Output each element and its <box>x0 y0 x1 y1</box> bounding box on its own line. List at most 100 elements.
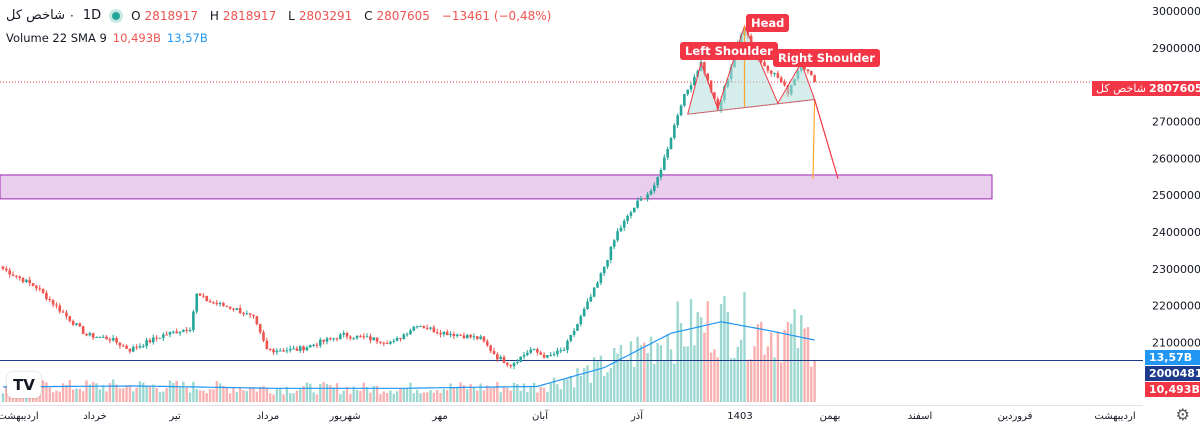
candle-body <box>449 333 452 336</box>
volume-bar <box>402 387 405 402</box>
volume-bar <box>228 393 232 402</box>
volume-bar <box>168 380 172 402</box>
candle-body <box>315 344 319 346</box>
volume-bar <box>172 383 175 402</box>
volume-bar <box>706 301 709 402</box>
volume-bar <box>683 346 686 402</box>
gear-icon[interactable]: ⚙ <box>1175 405 1190 424</box>
candle-body <box>455 334 459 337</box>
candle-body <box>28 279 32 284</box>
candle-body <box>576 324 579 331</box>
volume-bar <box>572 387 576 402</box>
volume-bar <box>208 389 212 402</box>
candle-body <box>1 266 5 269</box>
candle-body <box>268 349 272 351</box>
candle-body <box>288 348 292 351</box>
volume-bar <box>579 375 583 402</box>
candle-body <box>612 240 616 247</box>
volume-bar <box>415 389 419 402</box>
candle-body <box>653 185 656 191</box>
candle-body <box>61 311 65 313</box>
volume-bar <box>188 392 192 402</box>
volume-bar <box>446 390 449 402</box>
x-tick-label: 1403 <box>727 411 752 422</box>
candle-body <box>636 200 639 208</box>
x-tick-label: مهر <box>431 411 447 422</box>
volume-bar <box>138 381 142 402</box>
volume-bar <box>45 382 48 402</box>
candle-body <box>35 285 38 289</box>
candle-body <box>342 332 345 335</box>
volume-bar <box>466 389 469 402</box>
x-tick-label: تیر <box>168 411 181 422</box>
volume-bar <box>365 387 369 402</box>
timeframe-label[interactable]: 1D <box>82 8 102 23</box>
volume-bar <box>285 386 289 402</box>
candle-body <box>659 169 663 178</box>
candle-body <box>98 336 102 338</box>
candle-body <box>609 246 613 260</box>
volume-bar <box>118 388 122 402</box>
volume-bar <box>192 381 195 402</box>
candle-body <box>95 337 98 339</box>
symbol-name[interactable]: شاخص کل <box>6 8 65 23</box>
x-tick-label: اسفند <box>908 411 932 422</box>
candle-body <box>592 287 596 297</box>
candle-body <box>222 302 225 306</box>
volume-bar <box>419 393 422 402</box>
candle-body <box>225 305 229 307</box>
volume-bar <box>145 385 148 402</box>
volume-level-tag: 2000481 <box>1145 366 1200 381</box>
tradingview-logo-icon[interactable]: TV <box>7 372 41 398</box>
candle-body <box>452 333 456 337</box>
volume-bar <box>576 368 579 402</box>
volume-value: 10,493B <box>112 31 161 45</box>
volume-bar <box>295 390 299 402</box>
candle-body <box>185 329 188 331</box>
candle-body <box>783 82 786 86</box>
candle-body <box>165 334 168 336</box>
volume-bar <box>215 381 218 402</box>
volume-bar <box>436 389 439 402</box>
candle-body <box>809 71 813 76</box>
volume-bar <box>616 353 619 402</box>
candle-body <box>208 300 212 303</box>
candle-body <box>178 331 182 334</box>
volume-bar <box>405 387 409 402</box>
candle-body <box>278 350 282 352</box>
candle-body <box>422 325 426 328</box>
volume-bar <box>48 387 51 402</box>
volume-bar <box>238 387 242 402</box>
candle-body <box>462 335 466 339</box>
volume-bar <box>566 379 569 402</box>
volume-bar <box>309 383 312 402</box>
volume-bar <box>135 387 138 402</box>
candle-body <box>709 80 713 93</box>
candle-body <box>465 334 469 339</box>
candle-body <box>679 105 683 116</box>
candle-body <box>439 333 442 335</box>
candle-body <box>673 125 676 138</box>
volume-bar <box>342 390 345 402</box>
candle-body <box>51 300 55 305</box>
candle-body <box>125 345 128 349</box>
candle-body <box>332 338 335 340</box>
candle-body <box>442 331 446 335</box>
volume-sma-tag: 13,57B <box>1145 350 1200 365</box>
volume-bar <box>633 366 636 402</box>
candle-body <box>459 334 462 336</box>
volume-bar <box>519 390 522 402</box>
volume-bar <box>345 386 349 402</box>
volume-bar <box>536 392 539 402</box>
candle-body <box>382 342 386 344</box>
volume-bar <box>646 353 649 402</box>
candle-body <box>749 35 753 43</box>
volume-bar <box>272 394 275 402</box>
volume-bar <box>596 360 599 402</box>
candle-body <box>779 77 783 83</box>
candle-body <box>713 92 716 99</box>
candle-body <box>415 326 419 328</box>
candle-body <box>31 283 35 286</box>
volume-label[interactable]: Volume 22 SMA 9 <box>6 31 107 45</box>
